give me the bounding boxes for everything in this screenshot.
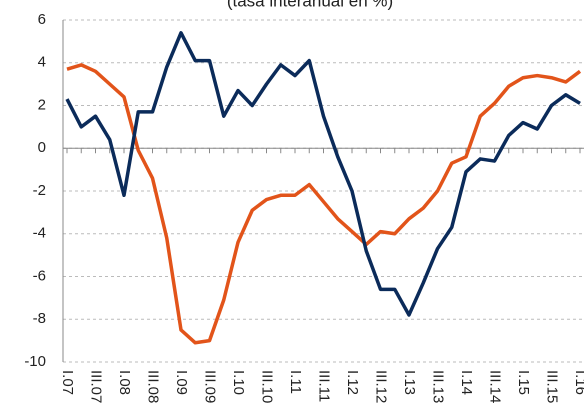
x-tick-label: III.10 [259, 370, 276, 403]
x-tick-label: III.08 [145, 370, 162, 403]
x-tick-label: III.07 [88, 370, 105, 403]
y-tick-label: 2 [38, 96, 46, 113]
y-tick-label: 4 [38, 54, 46, 71]
y-tick-label: -8 [33, 310, 46, 327]
y-tick-label: 6 [38, 11, 46, 28]
x-tick-label: I.12 [344, 370, 361, 395]
x-tick-label: I.10 [230, 370, 247, 395]
y-tick-label: -10 [24, 353, 46, 370]
x-tick-label: III.09 [202, 370, 219, 403]
x-tick-label: I.07 [59, 370, 76, 395]
x-tick-label: I.13 [401, 370, 418, 395]
chart-title: (tasa interanual en %) [227, 0, 393, 10]
x-tick-label: III.14 [487, 370, 504, 403]
x-tick-label: I.15 [515, 370, 532, 395]
x-tick-label: I.08 [116, 370, 133, 395]
x-tick-label: I.16 [572, 370, 584, 395]
x-tick-label: III.15 [544, 370, 561, 403]
x-tick-label: I.09 [173, 370, 190, 395]
y-tick-label: -4 [33, 225, 46, 242]
x-tick-label: III.11 [316, 370, 333, 402]
y-tick-label: -6 [33, 267, 46, 284]
y-tick-label: -2 [33, 182, 46, 199]
x-tick-label: I.11 [287, 370, 304, 394]
y-tick-label: 0 [38, 139, 46, 156]
x-tick-label: I.14 [458, 370, 475, 395]
x-tick-label: III.13 [430, 370, 447, 403]
series-line [66, 63, 582, 345]
x-tick-label: III.12 [373, 370, 390, 403]
series-line [65, 31, 581, 317]
